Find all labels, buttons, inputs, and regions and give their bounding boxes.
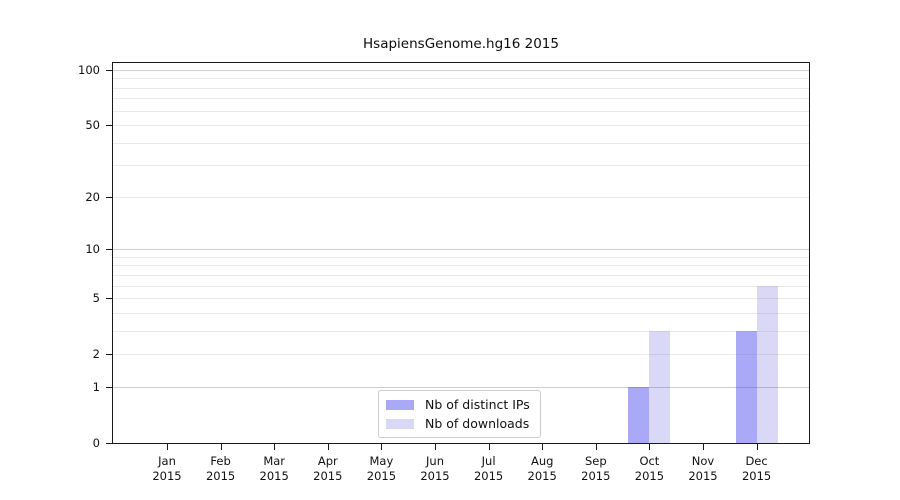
x-tick-mark-nov [703, 444, 704, 450]
x-tick-label-feb: Feb 2015 [206, 454, 235, 483]
gridline-minor-30 [113, 165, 809, 167]
x-tick-month: Jun [426, 454, 444, 468]
x-tick-label-apr: Apr 2015 [313, 454, 342, 483]
y-tick-mark-2 [106, 354, 112, 356]
x-tick-month: Feb [210, 454, 231, 468]
gridline-minor-9 [113, 256, 809, 258]
gridline-minor-7 [113, 274, 809, 276]
x-tick-mark-sep [595, 444, 597, 450]
legend-item-distinct-ips: Nb of distinct IPs [386, 395, 530, 414]
y-tick-mark-100 [106, 70, 112, 71]
gridline-minor-5 [113, 298, 809, 300]
y-tick-mark-20 [106, 196, 112, 198]
y-tick-label-2: 2 [92, 347, 100, 362]
x-tick-month: Jul [481, 454, 496, 468]
x-tick-mark-jul [488, 444, 490, 450]
x-tick-month: Dec [745, 454, 768, 468]
x-tick-year: 2015 [259, 468, 289, 483]
x-tick-year: 2015 [366, 468, 397, 483]
legend-item-downloads: Nb of downloads [386, 414, 530, 433]
y-tick-label-100: 100 [78, 63, 100, 77]
bar-downloads-dec [756, 285, 778, 443]
x-tick-year: 2015 [634, 468, 665, 483]
gridline-minor-20 [113, 196, 809, 198]
x-tick-year: 2015 [741, 468, 772, 483]
x-tick-year: 2015 [205, 468, 236, 483]
x-tick-mark-jan [167, 444, 168, 450]
x-tick-year: 2015 [473, 468, 504, 483]
y-tick-label-50: 50 [85, 118, 100, 133]
x-tick-year: 2015 [527, 468, 557, 483]
chart-title: HsapiensGenome.hg16 2015 [363, 36, 559, 52]
x-tick-label-dec: Dec 2015 [742, 454, 771, 483]
y-tick-mark-50 [106, 125, 112, 127]
x-tick-mark-oct [649, 444, 651, 450]
x-tick-year: 2015 [313, 468, 343, 483]
x-tick-year: 2015 [581, 468, 611, 483]
gridline-minor-6 [113, 285, 809, 287]
y-tick-mark-1 [106, 386, 112, 388]
x-tick-mark-may [381, 444, 383, 450]
x-tick-month: Oct [639, 454, 660, 468]
gridline-minor-70 [113, 98, 809, 100]
x-tick-year: 2015 [688, 468, 718, 483]
gridline-minor-2 [113, 354, 809, 356]
bar-distinct-ips-dec [735, 330, 757, 443]
legend-swatch-downloads [386, 418, 414, 429]
gridline-minor-50 [113, 125, 809, 127]
x-tick-mark-feb [220, 444, 222, 450]
y-axis: 100 50 20 10 5 2 1 0 [0, 63, 100, 450]
x-tick-month: Apr [317, 454, 338, 468]
x-tick-month: Aug [530, 454, 554, 468]
x-tick-month: Mar [263, 454, 286, 468]
legend: Nb of distinct IPs Nb of downloads [378, 390, 541, 438]
y-tick-label-20: 20 [85, 189, 100, 204]
x-tick-mark-apr [327, 444, 329, 450]
y-tick-label-0: 0 [92, 436, 100, 450]
gridline-major-100 [113, 70, 809, 71]
x-tick-mark-dec [756, 444, 758, 450]
y-tick-mark-0 [106, 443, 112, 444]
gridline-minor-60 [113, 110, 809, 112]
x-tick-month: Jan [158, 454, 176, 468]
legend-label-distinct-ips: Nb of distinct IPs [425, 397, 530, 412]
y-tick-mark-10 [106, 249, 112, 251]
x-tick-mark-mar [274, 444, 276, 450]
y-tick-mark-5 [106, 298, 112, 300]
gridline-major-10 [113, 249, 809, 251]
gridline-minor-40 [113, 142, 809, 144]
x-axis: Jan 2015 Feb 2015 Mar 2015 Apr 2015 May 2015 Jun 20… [113, 452, 809, 496]
x-tick-label-jun: Jun 2015 [420, 454, 449, 483]
x-tick-label-jul: Jul 2015 [474, 454, 503, 483]
bar-distinct-ips-oct [628, 386, 650, 443]
legend-swatch-distinct-ips [386, 399, 414, 410]
gridline-minor-8 [113, 265, 809, 267]
x-tick-label-may: May 2015 [367, 454, 396, 483]
plot-area: Nb of distinct IPs Nb of downloads [112, 62, 810, 444]
x-tick-year: 2015 [152, 468, 182, 483]
y-tick-label-1: 1 [92, 379, 100, 394]
gridline-minor-4 [113, 312, 809, 314]
y-tick-label-5: 5 [92, 291, 100, 306]
x-tick-label-aug: Aug 2015 [528, 454, 557, 483]
x-tick-month: Sep [584, 454, 607, 468]
x-tick-label-jan: Jan 2015 [152, 454, 181, 483]
x-tick-label-sep: Sep 2015 [581, 454, 610, 483]
gridline-major-1 [113, 386, 809, 388]
x-tick-month: Nov [691, 454, 715, 468]
x-tick-month: May [369, 454, 394, 468]
gridline-minor-80 [113, 87, 809, 89]
y-tick-label-10: 10 [85, 242, 100, 257]
gridline-minor-3 [113, 330, 809, 332]
x-tick-mark-jun [435, 444, 436, 450]
x-tick-year: 2015 [420, 468, 450, 483]
gridline-minor-90 [113, 78, 809, 80]
x-tick-mark-aug [542, 444, 544, 450]
bar-downloads-oct [649, 330, 671, 443]
legend-label-downloads: Nb of downloads [425, 416, 530, 431]
x-tick-label-oct: Oct 2015 [635, 454, 664, 483]
x-tick-label-nov: Nov 2015 [688, 454, 717, 483]
x-tick-label-mar: Mar 2015 [260, 454, 289, 483]
